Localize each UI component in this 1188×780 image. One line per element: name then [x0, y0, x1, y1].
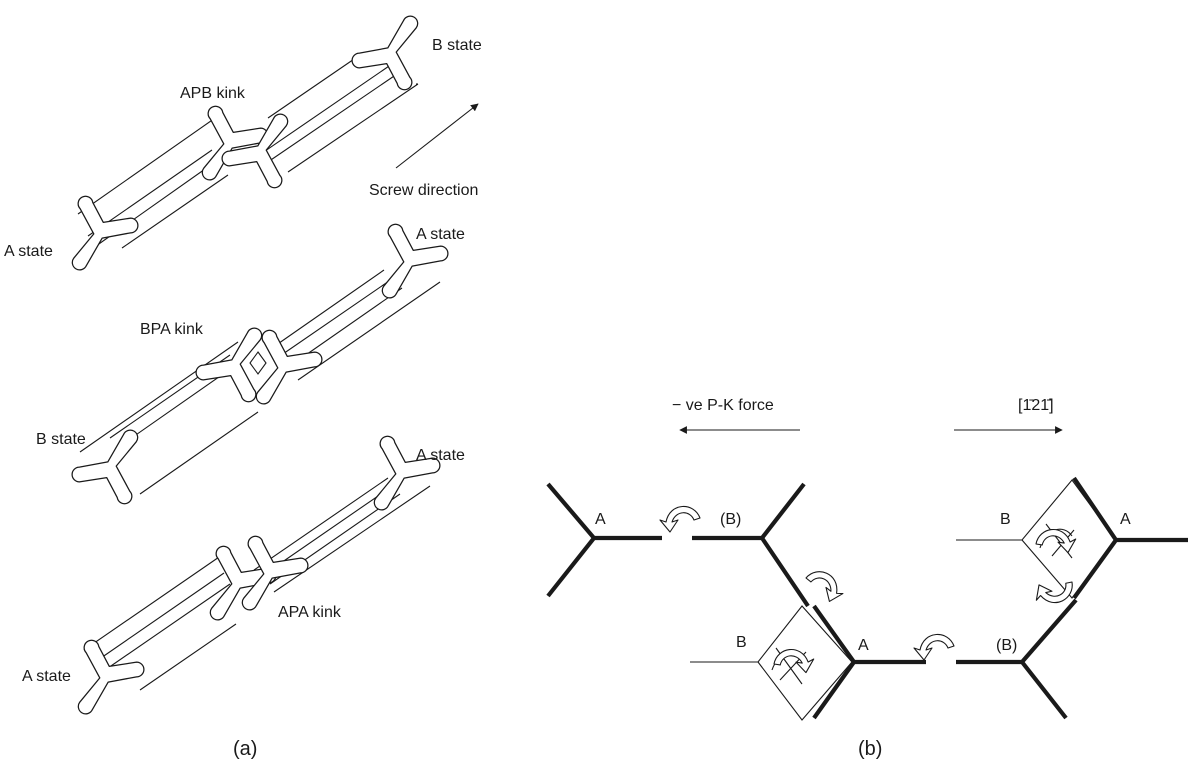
label-b-paren: (B) [720, 511, 741, 528]
panel-b: − ve P-K force [1̄21̄] A (B) B A [546, 397, 1188, 760]
rotation-arrow-icon [800, 566, 849, 606]
label-b: B [1000, 511, 1011, 528]
core-cross-section [351, 15, 419, 91]
dislocation-middle [71, 223, 449, 505]
rotation-arrow-icon [659, 505, 701, 533]
panel-a-caption: (a) [233, 738, 257, 760]
top-left-state-label: A state [4, 243, 53, 260]
core-cross-section [201, 105, 269, 181]
label-a: A [595, 511, 606, 528]
dislocation-top [71, 15, 419, 271]
top-right-state-label: B state [432, 37, 482, 54]
dislocation-bottom [77, 435, 441, 715]
upper-right-core: B A [956, 476, 1188, 613]
screw-direction-arrow [395, 103, 479, 169]
rotation-arrow-icon [913, 633, 955, 661]
bottom-left-state-label: A state [22, 668, 71, 685]
middle-right-state-label: A state [416, 226, 465, 243]
screw-direction-label: Screw direction [369, 182, 478, 199]
pk-force-label: − ve P-K force [672, 397, 774, 414]
apb-kink-label: APB kink [180, 85, 246, 102]
panel-b-caption: (b) [858, 738, 882, 760]
label-a: A [1120, 511, 1131, 528]
panel-a: APB kink B state A state Screw direction… [4, 15, 482, 760]
core-cross-section [71, 195, 139, 271]
label-b: B [736, 634, 747, 651]
label-b-paren: (B) [996, 637, 1017, 654]
rotation-arrow-icon [1033, 525, 1079, 559]
core-cross-section [255, 329, 323, 405]
label-a: A [858, 637, 869, 654]
bottom-right-state-label: A state [416, 447, 465, 464]
upper-left-core: A (B) [546, 482, 849, 608]
core-cross-section [221, 113, 289, 189]
direction-label: [1̄21̄] [1018, 397, 1054, 414]
middle-left-state-label: B state [36, 431, 86, 448]
lower-core: B A (B) [690, 598, 1078, 721]
apa-kink-label: APA kink [278, 604, 342, 621]
bpa-kink-label: BPA kink [140, 321, 204, 338]
kink-void [249, 351, 267, 375]
